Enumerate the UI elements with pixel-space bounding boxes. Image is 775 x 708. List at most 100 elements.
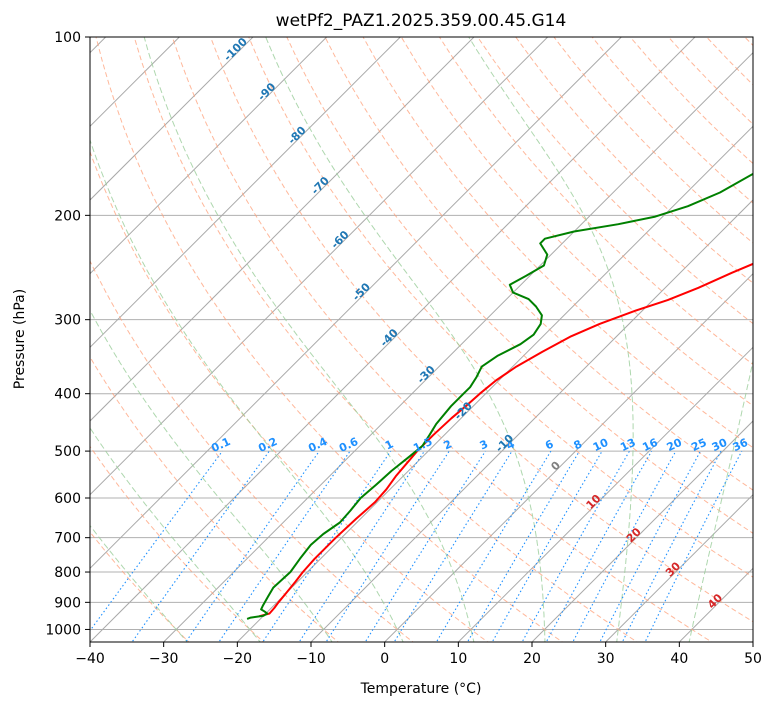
- x-tick-label: 20: [523, 651, 541, 667]
- mixing-ratio-line: [599, 450, 701, 642]
- isotherm-line: [90, 37, 696, 642]
- isotherm-line: [457, 346, 753, 642]
- dry-adiabat-line: [553, 37, 753, 244]
- dry-adiabat-line: [744, 37, 753, 47]
- y-tick-label: 500: [54, 444, 81, 460]
- mixing-ratio-label: 1: [383, 437, 395, 452]
- isotherm-line: [384, 272, 753, 642]
- mixing-ratio-line: [131, 450, 270, 642]
- dry-adiabat-line: [286, 37, 753, 534]
- y-tick-label: 1000: [45, 622, 81, 638]
- moist-adiabat-line: [90, 138, 404, 642]
- y-tick-label: 900: [54, 595, 81, 611]
- dry-adiabat-line: [324, 37, 753, 491]
- isotherm-label: 10: [584, 492, 604, 512]
- mixing-ratio-line: [364, 450, 486, 642]
- isotherm-line: [90, 37, 549, 496]
- dewpoint-profile-line: [246, 172, 753, 620]
- mixing-ratio-line: [393, 450, 513, 642]
- dry-adiabat-line: [591, 37, 753, 204]
- dry-adiabat-line: [133, 37, 638, 642]
- moist-adiabat-line: [688, 358, 753, 642]
- dry-adiabat-line: [90, 356, 339, 642]
- mixing-ratio-label: 6: [543, 437, 556, 452]
- y-tick-label: 100: [54, 30, 81, 46]
- y-tick-label: 300: [54, 313, 81, 329]
- x-tick-label: 40: [670, 651, 688, 667]
- mixing-ratio-line: [621, 450, 722, 642]
- dry-adiabat-line: [706, 37, 753, 86]
- mixing-ratio-label: 16: [640, 436, 660, 454]
- mixing-ratio-line: [325, 450, 450, 642]
- x-tick-label: −40: [75, 651, 105, 667]
- isotherm-label: -70: [309, 174, 332, 197]
- y-tick-label: 600: [54, 491, 81, 507]
- x-tick-label: −30: [149, 651, 179, 667]
- isotherm-line: [678, 567, 753, 642]
- mixing-ratio-line: [644, 450, 743, 642]
- plot-frame: [89, 36, 754, 643]
- mixing-ratio-line: [262, 450, 392, 642]
- isotherm-line: [163, 51, 753, 642]
- isotherm-label: 40: [705, 591, 725, 611]
- dry-adiabat-line: [515, 37, 753, 284]
- isotherm-line: [752, 641, 753, 642]
- isotherm-line: [90, 37, 401, 349]
- y-tick-label: 200: [54, 208, 81, 224]
- dry-adiabat-line: [171, 37, 713, 642]
- x-tick-label: −10: [296, 651, 326, 667]
- dry-adiabat-line: [90, 150, 489, 642]
- mixing-ratio-line: [218, 450, 351, 642]
- isotherm-line: [310, 199, 753, 642]
- temperature-profile-line: [259, 262, 753, 618]
- x-tick-label: 50: [744, 651, 762, 667]
- profiles: [246, 172, 753, 620]
- mixing-ratio-label: 20: [665, 436, 685, 454]
- mixing-ratio-label: 0.6: [337, 435, 360, 455]
- mixing-ratio-label: 30: [710, 436, 730, 454]
- dry-adiabat-line: [438, 37, 753, 366]
- isotherm-label: 30: [663, 559, 683, 579]
- isotherm-line: [236, 125, 753, 642]
- dry-adiabat-line: [248, 37, 753, 578]
- mixing-ratio-label: 0.1: [209, 435, 232, 455]
- moist-adiabat-line: [90, 524, 188, 642]
- isotherm-line: [531, 420, 753, 642]
- y-tick-label: 700: [54, 531, 81, 547]
- mixing-ratio-label: 25: [689, 436, 708, 454]
- moist-adiabat-line: [143, 37, 475, 642]
- dry-adiabat-line: [95, 37, 564, 642]
- mixing-ratio-label: 13: [618, 436, 637, 454]
- y-tick-label: 400: [54, 387, 81, 403]
- mixing-ratio-label: 3: [478, 437, 490, 452]
- x-tick-label: 30: [597, 651, 615, 667]
- isotherm-line: [90, 37, 475, 422]
- x-tick-label: −20: [223, 651, 253, 667]
- isotherm-line: [605, 493, 753, 642]
- isotherm-label: -40: [378, 326, 401, 349]
- dry-adiabat-line: [362, 37, 753, 449]
- isotherm-label: -90: [255, 80, 278, 103]
- chart-title: wetPf2_PAZ1.2025.359.00.45.G14: [276, 11, 567, 31]
- moist-adiabat-line: [90, 309, 333, 642]
- mixing-ratio-label: 36: [731, 436, 751, 454]
- mixing-ratio-label: 2: [442, 437, 454, 452]
- dry-adiabat-line: [90, 259, 414, 642]
- dry-adiabat-line: [90, 531, 190, 642]
- mixing-ratio-line: [466, 450, 580, 642]
- moist-adiabat-line: [468, 37, 634, 642]
- isotherm-label: -50: [350, 280, 373, 303]
- mixing-ratio-line: [90, 450, 223, 632]
- isotherm-label: -30: [415, 363, 438, 386]
- isotherm-label: -80: [285, 124, 308, 147]
- isotherm-label: -60: [328, 228, 351, 251]
- isotherm-label: 20: [624, 525, 644, 545]
- mixing-ratio-label: 10: [591, 436, 611, 454]
- mixing-ratio-line: [298, 450, 425, 642]
- background-lines: [90, 37, 753, 642]
- dry-adiabat-line: [477, 37, 753, 325]
- mixing-ratio-line: [572, 450, 677, 642]
- x-axis-label: Temperature (°C): [360, 681, 482, 697]
- x-tick-label: 10: [449, 651, 467, 667]
